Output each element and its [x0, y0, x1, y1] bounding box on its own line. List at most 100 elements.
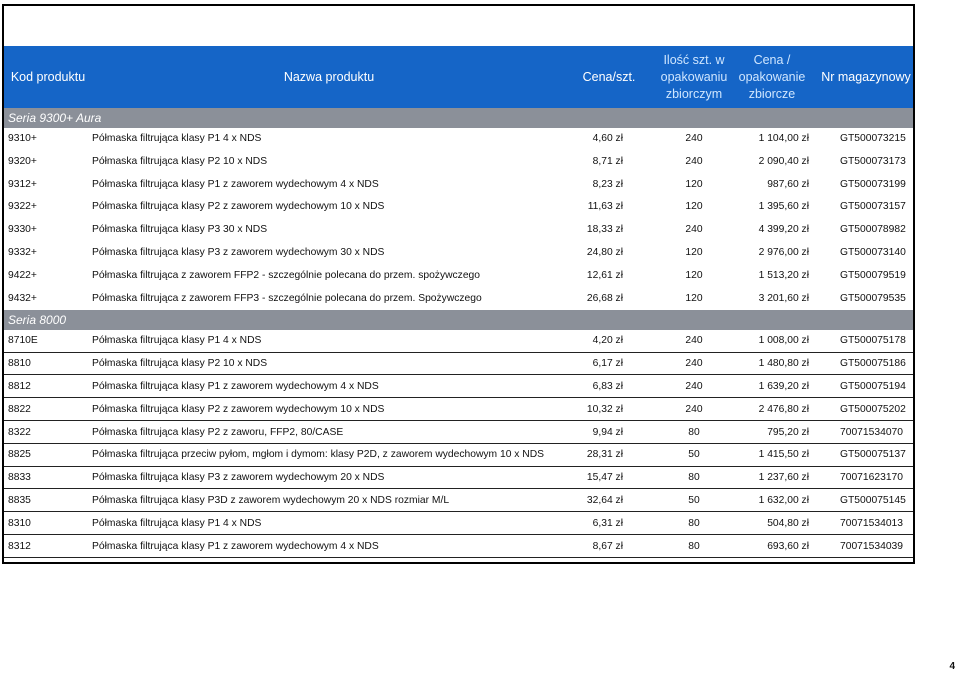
- pack-quantity: 120: [685, 178, 703, 190]
- stock-number: GT500073173: [840, 155, 906, 167]
- pack-price: 1 104,00 zł: [758, 133, 809, 144]
- table-row: 9320+ Półmaska filtrująca klasy P2 10 x N…: [4, 151, 913, 174]
- pack-price: 2 090,40 zł: [758, 155, 809, 167]
- stock-number: GT500073140: [840, 247, 906, 258]
- product-code: 8835: [8, 495, 31, 506]
- pack-price: 3 201,60 zł: [758, 292, 809, 304]
- header-price: Cena/szt.: [582, 70, 636, 84]
- table-row: 8322 Półmaska filtrująca klasy P2 z zawor…: [4, 422, 913, 444]
- unit-price: 15,47 zł: [586, 472, 623, 484]
- stock-number: 70071623170: [840, 472, 903, 484]
- product-name: Półmaska filtrująca klasy P1 4 x NDS: [92, 335, 262, 347]
- table-header: Kod produktu Nazwa produktu Cena/szt. Il…: [4, 46, 913, 110]
- stock-number: GT500079519: [840, 269, 906, 281]
- pack-price: 1 480,80 zł: [758, 358, 809, 370]
- table-row: 9310+ Półmaska filtrująca klasy P1 4 x ND…: [4, 128, 913, 151]
- table-row: 8825 Półmaska filtrująca przeciw pyłom, m…: [4, 444, 913, 467]
- product-name: Półmaska filtrująca klasy P3 z zaworem w…: [92, 472, 385, 484]
- product-code: 9312+: [8, 178, 37, 190]
- table-row: 8822 Półmaska filtrująca klasy P2 z zawor…: [4, 399, 913, 422]
- product-name: Półmaska filtrująca klasy P1 z zaworem w…: [92, 178, 379, 190]
- table-row: 9312+ Półmaska filtrująca klasy P1 z zawo…: [4, 174, 913, 197]
- product-code: 8710E: [8, 335, 38, 347]
- product-name: Półmaska filtrująca klasy P1 4 x NDS: [92, 517, 262, 529]
- product-name: Półmaska filtrująca klasy P2 z zaworu, F…: [92, 426, 344, 438]
- product-code: 9330+: [8, 224, 37, 236]
- stock-number: GT500075145: [840, 495, 906, 506]
- stock-number: GT500075186: [840, 358, 906, 370]
- header-bulk-price: Cena / opakowanie zbiorcze: [738, 53, 806, 101]
- unit-price: 12,61 zł: [586, 269, 623, 281]
- unit-price: 32,64 zł: [586, 495, 623, 506]
- pack-quantity: 240: [685, 403, 703, 415]
- product-name: Półmaska filtrująca klasy P1 z zaworem w…: [92, 381, 379, 392]
- unit-price: 28,31 zł: [586, 449, 623, 461]
- pack-price: 693,60 zł: [767, 540, 809, 552]
- pack-quantity: 80: [688, 426, 700, 438]
- product-name: Półmaska filtrująca z zaworem FFP3 - szc…: [92, 292, 482, 304]
- pack-quantity: 240: [685, 335, 703, 347]
- unit-price: 6,17 zł: [592, 358, 623, 370]
- stock-number: GT500073157: [840, 201, 906, 213]
- pack-price: 1 632,00 zł: [758, 495, 809, 506]
- stock-number: GT500073199: [840, 178, 906, 190]
- series-title: Seria 8000: [8, 313, 67, 328]
- table-row: 9332+ Półmaska filtrująca klasy P3 z zawo…: [4, 242, 913, 265]
- stock-number: GT500075178: [840, 335, 906, 347]
- pack-price: 1 008,00 zł: [758, 335, 809, 347]
- stock-number: 70071534039: [840, 540, 903, 552]
- unit-price: 24,80 zł: [586, 247, 623, 258]
- unit-price: 10,32 zł: [586, 403, 623, 415]
- pack-price: 795,20 zł: [767, 426, 809, 438]
- pack-quantity: 80: [688, 517, 700, 529]
- pack-quantity: 120: [685, 247, 703, 258]
- pack-price: 987,60 zł: [767, 178, 809, 190]
- product-code: 9320+: [8, 155, 37, 167]
- unit-price: 6,31 zł: [592, 517, 623, 529]
- stock-number: GT500079535: [840, 292, 906, 304]
- pack-quantity: 120: [685, 201, 703, 213]
- series-title: Seria 9300+ Aura: [8, 111, 102, 125]
- table-row: 8310 Półmaska filtrująca klasy P1 4 x NDS…: [4, 513, 913, 536]
- pack-quantity: 240: [685, 133, 703, 144]
- pack-quantity: 80: [688, 540, 700, 552]
- table-row: 9322+ Półmaska filtrująca klasy P2 z zawo…: [4, 196, 913, 219]
- product-code: 9422+: [8, 269, 37, 281]
- product-code: 9322+: [8, 201, 37, 213]
- price-list-sheet: Kod produktu Nazwa produktu Cena/szt. Il…: [2, 4, 915, 564]
- pack-price: 4 399,20 zł: [758, 224, 809, 236]
- product-name: Półmaska filtrująca klasy P1 4 x NDS: [92, 133, 262, 144]
- product-code: 8310: [8, 517, 31, 529]
- unit-price: 4,20 zł: [592, 335, 623, 347]
- pack-quantity: 120: [685, 292, 703, 304]
- product-name: Półmaska filtrująca klasy P2 z zaworem w…: [92, 201, 385, 213]
- product-code: 8810: [8, 358, 31, 370]
- product-code: 8833: [8, 472, 31, 484]
- stock-number: GT500075194: [840, 381, 906, 392]
- series-header: Seria 9300+ Aura: [4, 108, 913, 128]
- pack-quantity: 50: [688, 449, 700, 461]
- pack-price: 2 476,80 zł: [758, 403, 809, 415]
- stock-number: 70071534013: [840, 517, 903, 529]
- pack-price: 1 395,60 zł: [758, 201, 809, 213]
- pack-price: 1 639,20 zł: [758, 381, 809, 392]
- stock-number: 70071534070: [840, 426, 903, 438]
- page-number: 4: [949, 661, 955, 672]
- product-code: 8312: [8, 540, 31, 552]
- product-code: 9310+: [8, 133, 37, 144]
- stock-number: GT500073215: [840, 133, 906, 144]
- pack-quantity: 240: [685, 224, 703, 236]
- product-name: Półmaska filtrująca klasy P2 10 x NDS: [92, 155, 268, 167]
- pack-quantity: 240: [685, 155, 703, 167]
- product-name: Półmaska filtrująca z zaworem FFP2 - szc…: [92, 269, 481, 281]
- header-stock: Nr magazynowy: [821, 70, 911, 84]
- product-code: 9332+: [8, 247, 37, 258]
- stock-number: GT500075202: [840, 403, 906, 415]
- product-name: Półmaska filtrująca przeciw pyłom, mgłom…: [92, 449, 545, 461]
- product-name: Półmaska filtrująca klasy P3D z zaworem …: [92, 495, 450, 506]
- product-code: 8812: [8, 381, 31, 392]
- unit-price: 4,60 zł: [592, 133, 623, 144]
- pack-quantity: 120: [685, 269, 703, 281]
- table-row: 8833 Półmaska filtrująca klasy P3 z zawor…: [4, 467, 913, 490]
- unit-price: 9,94 zł: [592, 426, 623, 438]
